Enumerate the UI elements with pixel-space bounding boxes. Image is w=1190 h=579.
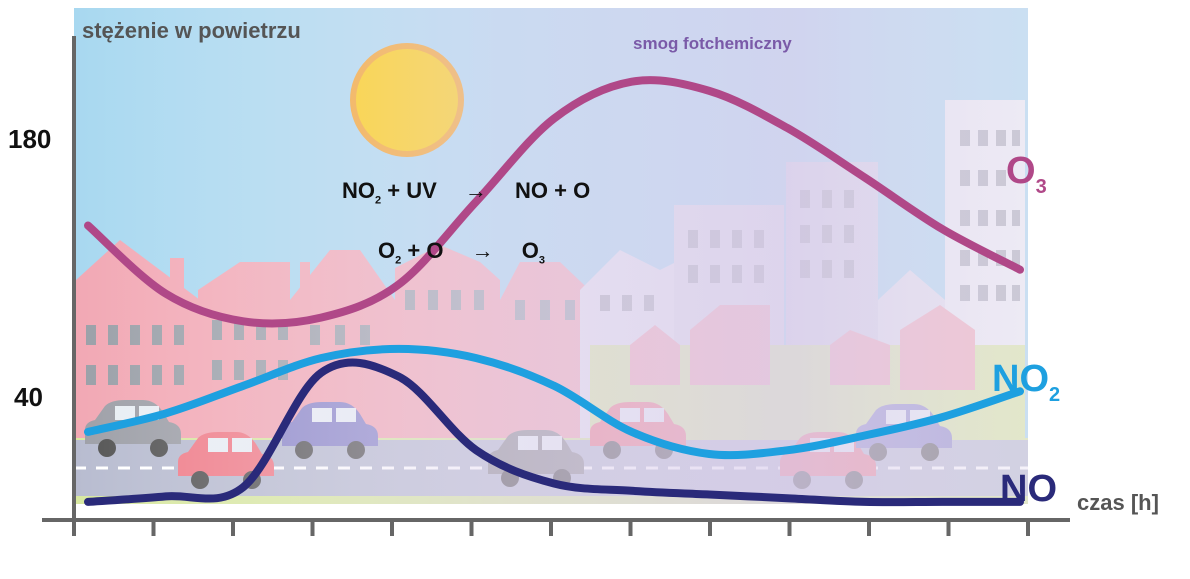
curve-no2 xyxy=(84,344,1024,460)
reaction-1-arrow: → xyxy=(464,178,487,203)
series-label-no2: NO2 xyxy=(992,358,1060,407)
series-label-no2-subscript: 2 xyxy=(1049,384,1061,406)
reaction-2-product: O xyxy=(521,238,539,263)
reaction-2: O2 + O → O3 xyxy=(378,238,545,266)
reaction-1: NO2 + UV → NO + O xyxy=(342,178,590,206)
tick-label-40: 40 xyxy=(14,382,43,412)
x-axis-label: czas [h] xyxy=(1077,490,1159,515)
smog-haze xyxy=(74,8,1028,504)
reaction-1-products: NO + O xyxy=(515,178,591,203)
series-label-o3-subscript: 3 xyxy=(1035,176,1047,198)
reaction-2-reactant: O xyxy=(378,238,396,263)
series-label-no-main: NO xyxy=(1000,468,1057,510)
concentration-curves xyxy=(84,76,1024,507)
curve-o3 xyxy=(84,76,1024,328)
y-axis-label: stężenie w powietrzu xyxy=(82,18,301,43)
reaction-1-uv: + UV xyxy=(381,178,437,203)
curve-no xyxy=(84,358,1024,507)
reaction-1-reactant: NO xyxy=(342,178,375,203)
x-axis-ticks xyxy=(72,520,1030,536)
reaction-2-arrow: → xyxy=(471,238,494,263)
reaction-2-product-subscript: 3 xyxy=(538,254,545,267)
smog-label: smog fotchemiczny xyxy=(633,34,792,53)
reaction-2-reactant-subscript: 2 xyxy=(395,254,402,267)
series-label-no2-main: NO xyxy=(992,358,1049,400)
series-label-o3: O3 xyxy=(1006,150,1047,199)
series-label-o3-main: O xyxy=(1006,150,1036,192)
reaction-2-oxygen: + O xyxy=(401,238,444,263)
reaction-1-reactant-subscript: 2 xyxy=(375,194,382,207)
series-label-no: NO xyxy=(1000,468,1057,511)
tick-label-180: 180 xyxy=(8,124,52,154)
